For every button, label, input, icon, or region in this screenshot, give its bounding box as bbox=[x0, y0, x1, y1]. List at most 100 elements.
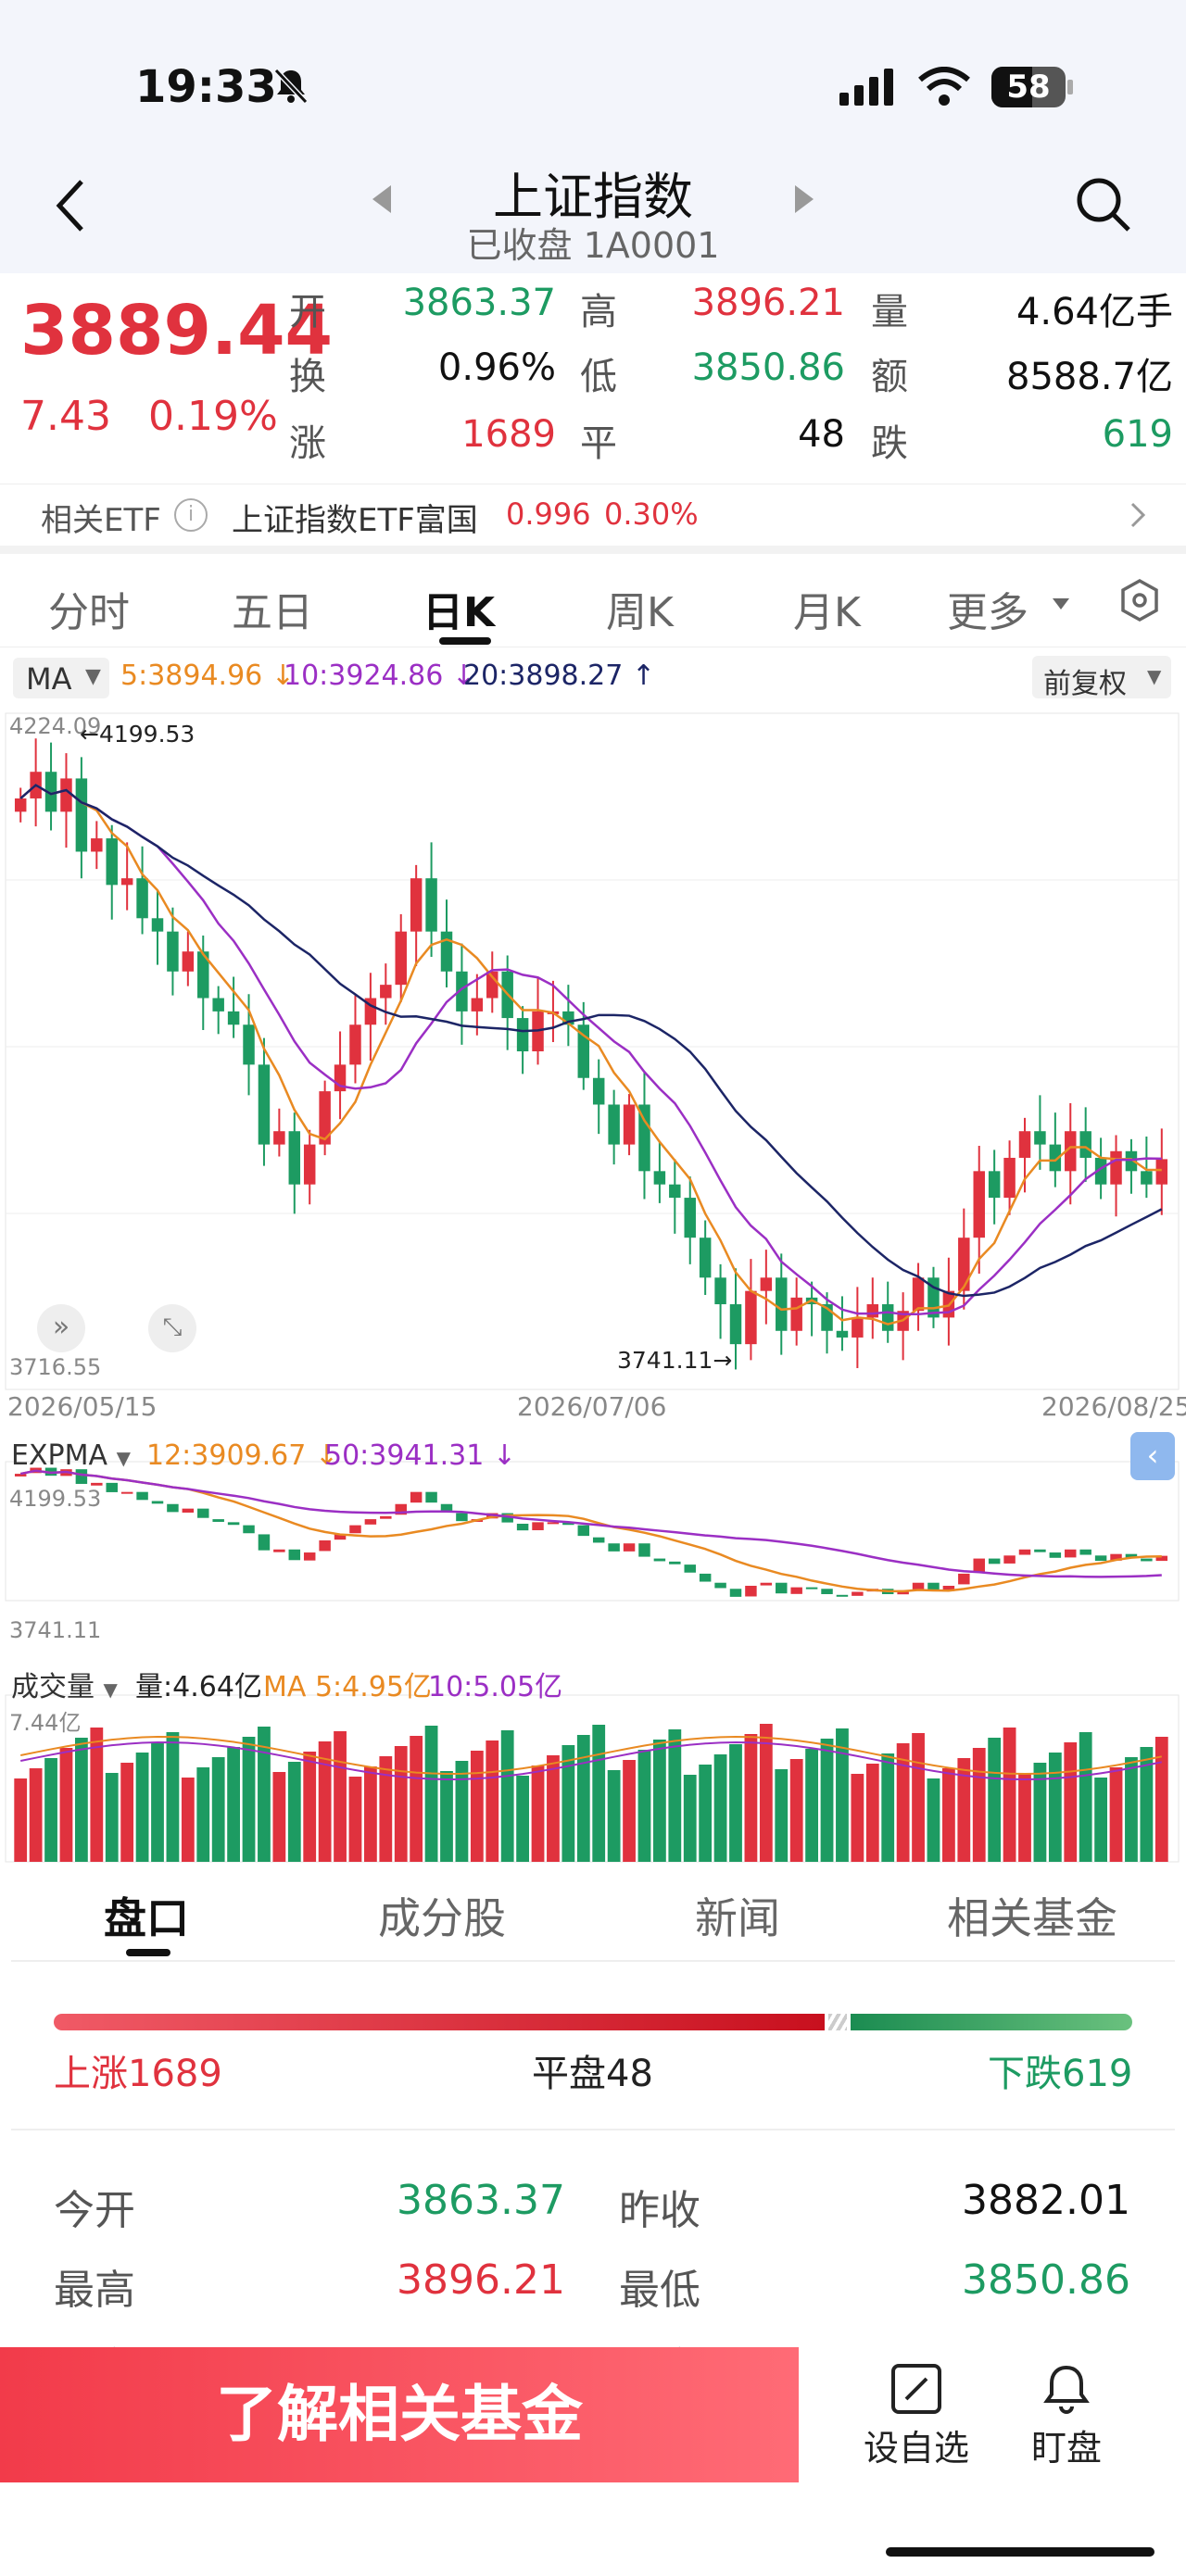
volume-bar bbox=[592, 1725, 606, 1862]
volume-bar bbox=[394, 1746, 408, 1862]
collapse-panel-button[interactable]: ‹ bbox=[1130, 1432, 1175, 1480]
volume-bar bbox=[211, 1757, 225, 1862]
quote-label: 高 bbox=[580, 291, 617, 333]
expma-candle bbox=[852, 1591, 864, 1596]
expand-icon[interactable]: » bbox=[37, 1304, 85, 1352]
expma-candle bbox=[151, 1501, 164, 1504]
candle bbox=[1065, 1131, 1077, 1172]
candle bbox=[120, 878, 133, 886]
caret-down-icon bbox=[1051, 597, 1071, 615]
volume-bar bbox=[44, 1758, 57, 1862]
quote-value: 48 bbox=[798, 413, 845, 456]
expma-candle bbox=[349, 1525, 361, 1534]
expma-candle bbox=[547, 1522, 560, 1525]
candle bbox=[623, 1104, 636, 1145]
expma-candle bbox=[1141, 1558, 1153, 1562]
watchlist-button[interactable]: 设自选 bbox=[854, 2362, 978, 2473]
candle bbox=[592, 1077, 605, 1105]
expma50-line bbox=[19, 1469, 1162, 1578]
wifi-icon bbox=[917, 67, 971, 111]
expma-label: EXPMA bbox=[11, 1439, 108, 1472]
tab-orderbook[interactable]: 盘口 bbox=[104, 1893, 189, 1943]
candle bbox=[1049, 1144, 1062, 1172]
candle bbox=[106, 838, 118, 886]
kline-chart[interactable] bbox=[0, 648, 1186, 1871]
detail-label: 昨收 bbox=[619, 2187, 700, 2234]
volume-bar bbox=[470, 1751, 484, 1862]
section-divider bbox=[11, 2129, 1175, 2130]
candle bbox=[243, 1024, 255, 1065]
settings-hexagon-icon[interactable] bbox=[1117, 578, 1162, 626]
volume-bar bbox=[318, 1741, 332, 1862]
expma-candle bbox=[760, 1582, 773, 1586]
chevron-right-icon[interactable] bbox=[1129, 500, 1147, 534]
expma-candle bbox=[91, 1482, 103, 1486]
tab-monthly-k[interactable]: 月K bbox=[793, 589, 861, 636]
expma-candle bbox=[1049, 1552, 1062, 1558]
caret-down-icon: ▼ bbox=[116, 1447, 131, 1469]
volume-bar bbox=[500, 1730, 514, 1862]
volume-bar bbox=[699, 1765, 713, 1862]
ma20-line bbox=[19, 784, 1163, 1298]
date-mid: 2026/07/06 bbox=[517, 1391, 667, 1422]
volume-bar bbox=[181, 1778, 195, 1862]
date-end: 2026/08/25 bbox=[1041, 1391, 1186, 1422]
candle bbox=[714, 1277, 726, 1305]
expma-candle bbox=[1003, 1555, 1016, 1564]
tab-daily-k[interactable]: 日K bbox=[423, 589, 496, 636]
quote-label: 量 bbox=[871, 291, 908, 333]
info-icon[interactable]: i bbox=[174, 498, 208, 532]
tab-five-day[interactable]: 五日 bbox=[232, 589, 313, 636]
monitor-button[interactable]: 盯盘 bbox=[1006, 2362, 1127, 2473]
quote-label: 低 bbox=[580, 356, 617, 398]
volume-bar bbox=[59, 1748, 73, 1862]
search-icon[interactable] bbox=[1073, 174, 1132, 237]
tab-intraday[interactable]: 分时 bbox=[48, 589, 130, 636]
battery-level: 58 bbox=[1006, 69, 1051, 106]
breadth-up: 上涨1689 bbox=[54, 2053, 222, 2095]
etf-pct: 0.30% bbox=[604, 496, 699, 532]
ma5-line bbox=[19, 784, 1162, 1326]
quote-value: 4.64亿手 bbox=[1016, 291, 1173, 333]
expma12-line bbox=[19, 1469, 1162, 1593]
expma-candle bbox=[958, 1573, 970, 1585]
ma-selector[interactable]: MA ▼ bbox=[13, 658, 109, 698]
candle bbox=[136, 878, 148, 919]
prev-index-icon[interactable] bbox=[371, 183, 393, 219]
tab-weekly-k[interactable]: 周K bbox=[606, 589, 674, 636]
expma-candle bbox=[14, 1474, 27, 1476]
etf-name[interactable]: 上证指数ETF富国 bbox=[232, 502, 478, 539]
expma-candle bbox=[805, 1587, 818, 1590]
volume-bar bbox=[836, 1728, 849, 1862]
candle bbox=[866, 1304, 879, 1318]
tab-active-indicator bbox=[439, 637, 491, 645]
volume-bar bbox=[166, 1732, 180, 1862]
expma-candle bbox=[516, 1523, 529, 1531]
fullscreen-icon[interactable]: ⤡ bbox=[148, 1304, 196, 1352]
page-title: 上证指数 bbox=[493, 168, 693, 226]
bell-icon bbox=[1043, 2365, 1090, 2414]
volume-selector[interactable]: 成交量 ▼ bbox=[11, 1664, 118, 1704]
expma-candle bbox=[623, 1543, 636, 1552]
expma-candle bbox=[1110, 1553, 1122, 1561]
next-index-icon[interactable] bbox=[793, 183, 815, 219]
tab-more[interactable]: 更多 bbox=[947, 589, 1028, 636]
volume-bar bbox=[379, 1756, 393, 1862]
candle bbox=[91, 838, 103, 852]
detail-value: 3896.21 bbox=[397, 2256, 565, 2304]
breadth-down-bar bbox=[851, 2014, 1132, 2030]
expma-candle bbox=[684, 1564, 696, 1573]
tab-components[interactable]: 成分股 bbox=[378, 1893, 506, 1943]
back-icon[interactable] bbox=[52, 176, 89, 239]
candle bbox=[440, 931, 453, 972]
expma-selector[interactable]: EXPMA ▼ bbox=[11, 1439, 131, 1472]
tab-news[interactable]: 新闻 bbox=[695, 1893, 780, 1943]
expma-candle bbox=[501, 1513, 513, 1523]
learn-funds-button[interactable]: 了解相关基金 bbox=[0, 2347, 799, 2482]
volume-ma5: MA 5:4.95亿 bbox=[263, 1671, 432, 1703]
volume-label: 成交量 bbox=[11, 1671, 95, 1703]
adjust-selector[interactable]: 前复权 ▼ bbox=[1032, 656, 1171, 700]
expma-candle bbox=[410, 1491, 423, 1503]
monitor-label: 盯盘 bbox=[1030, 2428, 1102, 2469]
tab-related-funds[interactable]: 相关基金 bbox=[947, 1893, 1117, 1943]
